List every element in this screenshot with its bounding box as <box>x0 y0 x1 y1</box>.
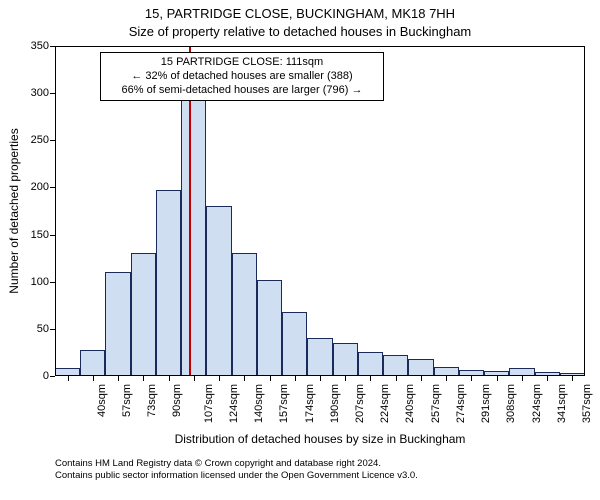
x-tick-label: 40sqm <box>96 384 108 417</box>
x-tick-mark <box>68 376 69 381</box>
x-tick-mark <box>396 376 397 381</box>
x-tick-mark <box>421 376 422 381</box>
x-tick-label: 240sqm <box>405 384 417 423</box>
x-tick-mark <box>497 376 498 381</box>
x-tick-mark <box>446 376 447 381</box>
x-tick-label: 190sqm <box>329 384 341 423</box>
chart-title-line2: Size of property relative to detached ho… <box>0 24 600 39</box>
x-tick-mark <box>169 376 170 381</box>
x-tick-label: 224sqm <box>379 384 391 423</box>
y-tick-label: 300 <box>19 87 49 99</box>
x-tick-mark <box>295 376 296 381</box>
x-tick-label: 207sqm <box>354 384 366 423</box>
y-tick-label: 250 <box>19 134 49 146</box>
y-tick-mark <box>50 376 55 377</box>
x-tick-label: 257sqm <box>430 384 442 423</box>
x-tick-mark <box>270 376 271 381</box>
x-tick-mark <box>522 376 523 381</box>
x-tick-mark <box>320 376 321 381</box>
x-axis-title: Distribution of detached houses by size … <box>55 432 585 446</box>
x-tick-label: 357sqm <box>581 384 593 423</box>
y-tick-label: 150 <box>19 229 49 241</box>
y-tick-label: 200 <box>19 181 49 193</box>
annotation-line2: ← 32% of detached houses are smaller (38… <box>107 70 377 84</box>
x-tick-mark <box>143 376 144 381</box>
footer-attribution: Contains HM Land Registry data © Crown c… <box>55 458 418 482</box>
x-tick-mark <box>194 376 195 381</box>
x-tick-label: 107sqm <box>203 384 215 423</box>
x-tick-mark <box>572 376 573 381</box>
x-tick-label: 308sqm <box>506 384 518 423</box>
annotation-line1: 15 PARTRIDGE CLOSE: 111sqm <box>107 56 377 70</box>
x-tick-mark <box>219 376 220 381</box>
y-tick-label: 50 <box>19 323 49 335</box>
x-tick-label: 341sqm <box>556 384 568 423</box>
x-tick-label: 140sqm <box>253 384 265 423</box>
x-tick-mark <box>370 376 371 381</box>
x-tick-label: 174sqm <box>304 384 316 423</box>
x-tick-mark <box>345 376 346 381</box>
chart-title-line1: 15, PARTRIDGE CLOSE, BUCKINGHAM, MK18 7H… <box>0 6 600 21</box>
y-tick-label: 350 <box>19 40 49 52</box>
x-tick-label: 274sqm <box>455 384 467 423</box>
footer-line2: Contains public sector information licen… <box>55 470 418 482</box>
x-tick-mark <box>244 376 245 381</box>
x-tick-mark <box>93 376 94 381</box>
chart-container: 15, PARTRIDGE CLOSE, BUCKINGHAM, MK18 7H… <box>0 0 600 500</box>
x-tick-mark <box>547 376 548 381</box>
annotation-line3: 66% of semi-detached houses are larger (… <box>107 84 377 98</box>
x-tick-label: 324sqm <box>531 384 543 423</box>
x-tick-label: 57sqm <box>121 384 133 417</box>
x-tick-label: 73sqm <box>146 384 158 417</box>
y-tick-label: 0 <box>19 370 49 382</box>
x-tick-mark <box>471 376 472 381</box>
x-tick-mark <box>118 376 119 381</box>
y-axis-title: Number of detached properties <box>7 128 21 293</box>
footer-line1: Contains HM Land Registry data © Crown c… <box>55 458 418 470</box>
y-tick-label: 100 <box>19 276 49 288</box>
x-tick-label: 157sqm <box>278 384 290 423</box>
x-tick-label: 124sqm <box>228 384 240 423</box>
x-tick-label: 90sqm <box>171 384 183 417</box>
annotation-box: 15 PARTRIDGE CLOSE: 111sqm ← 32% of deta… <box>100 52 384 101</box>
x-tick-label: 291sqm <box>480 384 492 423</box>
